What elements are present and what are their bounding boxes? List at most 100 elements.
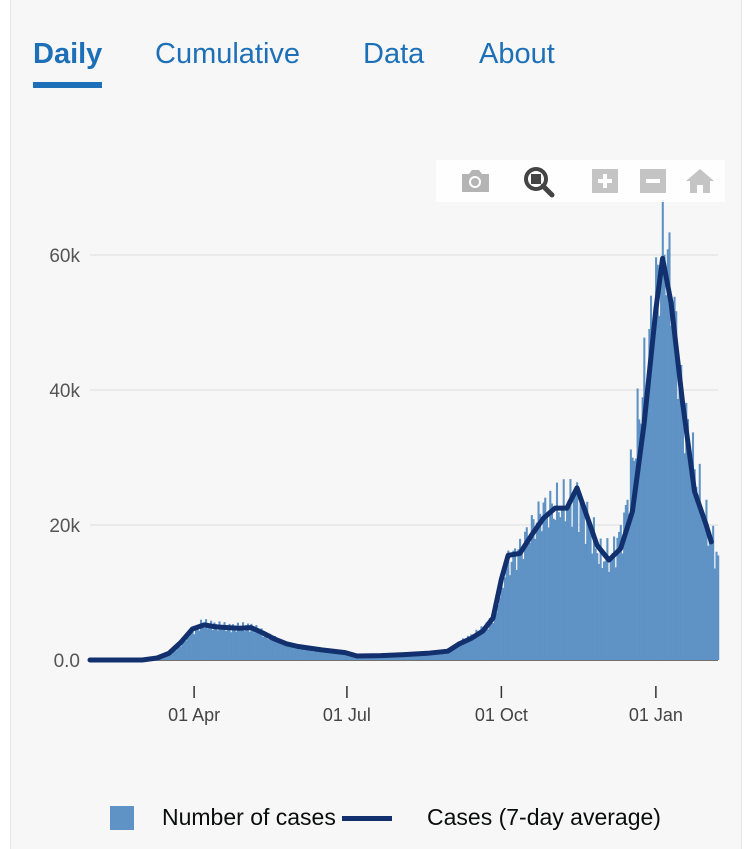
bar	[628, 513, 631, 660]
reset-home-icon[interactable]	[684, 166, 716, 196]
bar	[621, 553, 624, 660]
bar	[535, 522, 538, 660]
bar	[236, 622, 240, 660]
bar	[173, 648, 176, 660]
tab-about[interactable]: About	[479, 38, 555, 71]
bar	[539, 513, 542, 660]
bar	[594, 548, 597, 660]
bar	[205, 619, 208, 660]
bar	[468, 640, 471, 660]
zoom-icon[interactable]	[522, 166, 555, 198]
bar	[198, 630, 201, 660]
bar	[675, 311, 678, 660]
bar	[569, 479, 572, 660]
bar	[228, 623, 231, 660]
bar	[666, 249, 669, 660]
bar	[485, 622, 488, 660]
bar	[230, 632, 233, 660]
bar	[421, 653, 424, 660]
bar	[455, 647, 458, 660]
bar	[248, 631, 251, 660]
legend-swatch-cases[interactable]	[110, 806, 134, 830]
bar	[310, 648, 313, 660]
bar	[169, 653, 172, 660]
x-tick-label: 01 Jul	[323, 705, 371, 725]
bar	[440, 651, 443, 660]
bar	[210, 620, 213, 660]
bar	[477, 634, 480, 660]
bar	[347, 654, 350, 660]
bar	[636, 388, 639, 660]
bar	[554, 519, 557, 660]
tab-data[interactable]: Data	[363, 38, 424, 71]
bar	[601, 568, 604, 660]
bar	[186, 632, 189, 660]
bar	[525, 527, 528, 660]
bar	[419, 653, 423, 660]
bar	[655, 257, 658, 660]
zoom-out-icon[interactable]	[638, 166, 670, 196]
bar	[587, 522, 590, 660]
bar	[557, 512, 560, 660]
active-tab-indicator	[33, 82, 103, 88]
bar	[235, 631, 238, 660]
bar	[322, 652, 325, 660]
bar	[629, 449, 632, 660]
bar	[685, 402, 688, 660]
bar	[581, 502, 584, 660]
bar	[695, 486, 698, 660]
bar	[544, 497, 547, 660]
bar	[240, 628, 243, 660]
bar	[641, 397, 644, 660]
bar	[686, 419, 690, 660]
bar	[461, 638, 465, 660]
average-line	[87, 255, 714, 663]
bar	[245, 625, 248, 660]
bar	[317, 651, 320, 660]
x-tick-label: 01 Oct	[475, 705, 528, 725]
bar	[406, 654, 409, 660]
bar	[626, 499, 629, 660]
bar	[634, 458, 637, 660]
bar	[606, 538, 609, 660]
bar	[335, 654, 339, 660]
bar	[717, 555, 720, 660]
bar	[609, 556, 612, 660]
bar	[252, 628, 255, 660]
legend-line-average[interactable]	[342, 816, 392, 821]
bar	[673, 296, 676, 660]
bar	[448, 648, 451, 660]
bar	[168, 654, 171, 660]
bar	[403, 654, 406, 660]
bar	[475, 629, 478, 660]
bar	[201, 625, 204, 660]
bar	[507, 550, 510, 660]
bar	[472, 634, 475, 660]
tab-daily[interactable]: Daily	[33, 38, 103, 88]
bar	[644, 388, 648, 660]
bar	[508, 575, 512, 660]
bar	[604, 560, 607, 660]
bar	[488, 617, 491, 660]
bar	[179, 646, 182, 660]
bar	[277, 640, 280, 660]
bar	[408, 654, 411, 660]
bar	[545, 516, 548, 660]
bar	[253, 632, 256, 660]
tab-about-label: About	[479, 38, 555, 70]
bar	[401, 654, 404, 660]
zoom-in-icon[interactable]	[590, 166, 622, 196]
bar	[231, 624, 234, 660]
tab-cumulative[interactable]: Cumulative	[155, 38, 300, 71]
chart-card: Daily Cumulative Data About	[10, 0, 742, 849]
bar	[325, 652, 328, 660]
bar	[445, 652, 448, 660]
bar	[643, 337, 646, 660]
camera-icon[interactable]	[458, 166, 490, 196]
bar	[487, 629, 490, 660]
bar	[283, 642, 287, 660]
bar	[199, 619, 203, 660]
bar	[456, 642, 459, 660]
bar	[315, 649, 318, 660]
bar	[586, 501, 589, 660]
